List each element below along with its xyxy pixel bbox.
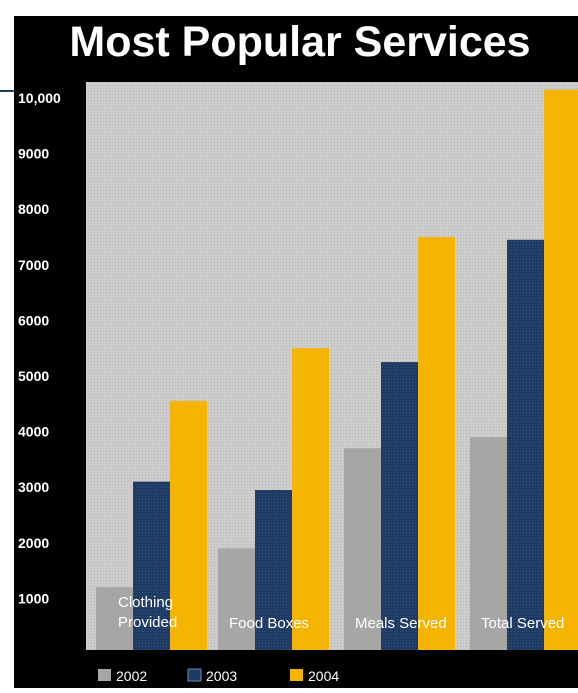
category-label: Food Boxes [229,615,309,632]
y-tick-label: 6000 [18,312,49,328]
bar [381,362,418,650]
category-label: Clothing Provided [118,594,177,631]
y-tick-label: 7000 [18,257,49,273]
legend-label: 2003 [206,668,237,684]
top-margin [0,0,578,16]
left-margin [0,0,14,688]
y-tick-label: 4000 [18,424,49,440]
y-tick-label: 9000 [18,146,49,162]
bar [470,437,507,650]
y-tick-label: 8000 [18,201,49,217]
category-label: Total Served [481,615,564,632]
bar [507,239,544,650]
y-tick-label: 10,000 [18,90,61,106]
bar [255,489,292,650]
legend-label: 2002 [116,668,147,684]
bar [133,481,170,650]
bar [170,401,207,650]
legend-swatch [98,669,111,681]
y-tick-label: 1000 [18,590,49,606]
bar [218,548,255,650]
bar [292,348,329,650]
legend-swatch [290,669,303,681]
category-label: Meals Served [355,615,447,632]
chart-title: Most Popular Services [69,18,530,66]
y-tick-label: 3000 [18,479,49,495]
legend-label: 2004 [308,668,339,684]
y-tick-label: 5000 [18,368,49,384]
bar [544,89,578,650]
legend-swatch [187,668,202,682]
bar [344,448,381,650]
bar [96,587,133,650]
bar [418,237,455,650]
y-tick-label: 2000 [18,535,49,551]
